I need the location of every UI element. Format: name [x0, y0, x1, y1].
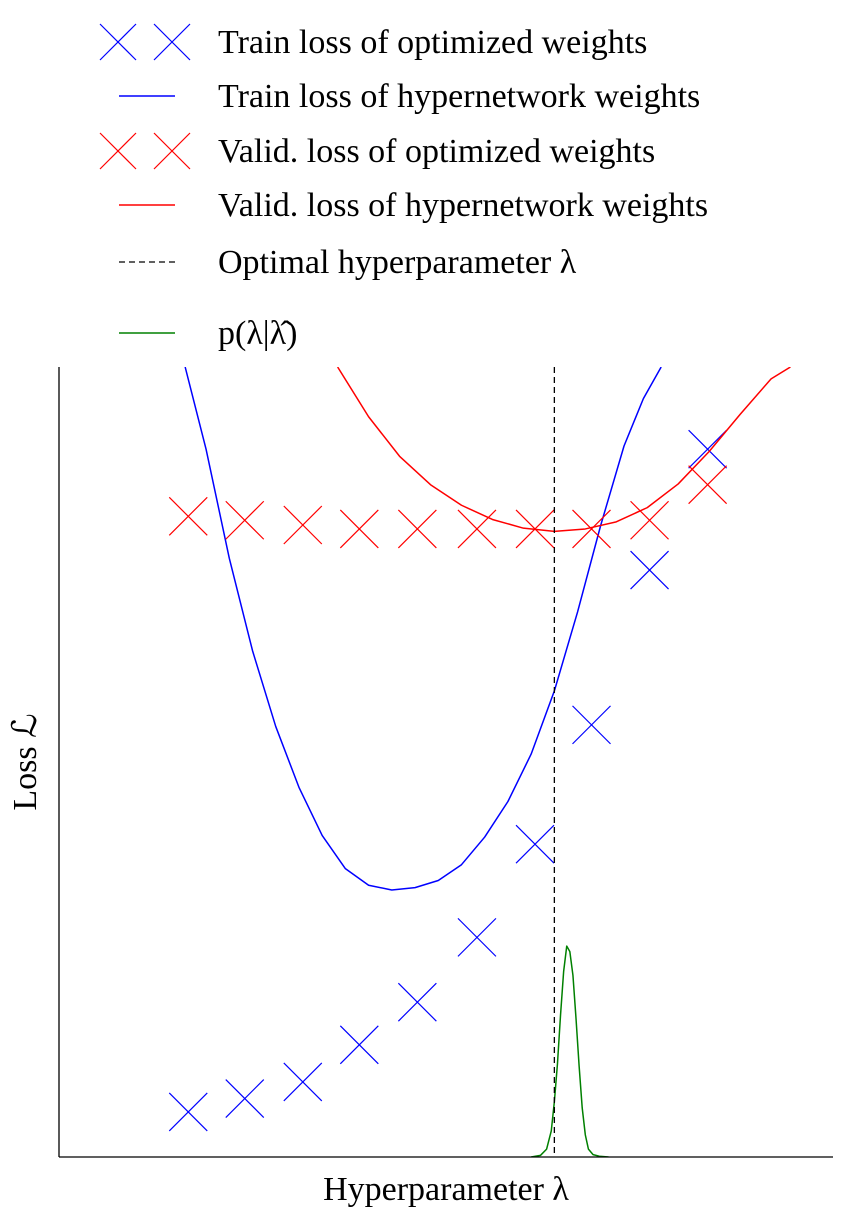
series-0-point-3 — [339, 1025, 379, 1065]
legend-label-1: Train loss of hypernetwork weights — [218, 78, 700, 115]
x-axis-title: Hyperparameter λ — [323, 1171, 569, 1208]
series-2-point-7-stroke-b — [572, 509, 611, 549]
series-2-point-2-stroke-b — [283, 505, 323, 545]
series-0-point-0 — [168, 1092, 208, 1132]
series-2-point-4-stroke-b — [397, 509, 437, 549]
series-0-point-8-stroke-b — [630, 550, 669, 590]
series-2-point-5 — [457, 509, 497, 549]
legend-label-3: Valid. loss of hypernetwork weights — [218, 187, 708, 224]
legend-item-4: Optimal hyperparameter λ — [119, 244, 577, 281]
legend-marker-2-b-stroke-b — [153, 132, 191, 170]
series-0-point-1-stroke-b — [225, 1079, 265, 1118]
series-0-point-6-stroke-b — [515, 824, 555, 864]
series-0-point-8 — [630, 550, 669, 590]
legend-marker-0-b-stroke-b — [153, 23, 191, 61]
legend-item-3: Valid. loss of hypernetwork weights — [119, 187, 708, 224]
legend-label-0: Train loss of optimized weights — [218, 24, 647, 61]
series-2-point-5-stroke-b — [457, 509, 497, 549]
legend-label-5: p(λ|λ̂) — [218, 315, 297, 352]
legend-item-0: Train loss of optimized weights — [99, 23, 647, 61]
legend-label-2: Valid. loss of optimized weights — [218, 133, 655, 170]
series-0-point-2 — [283, 1062, 323, 1102]
series-0-point-0-stroke-b — [168, 1092, 208, 1132]
series-2-markers — [168, 465, 728, 549]
series-0-point-2-stroke-b — [283, 1062, 323, 1102]
series-2-point-9-stroke-b — [688, 465, 728, 505]
legend-item-2: Valid. loss of optimized weights — [99, 132, 655, 170]
series-0-point-5-stroke-b — [457, 917, 497, 957]
series-0-point-9-stroke-b — [688, 429, 728, 469]
series-0-point-3-stroke-b — [339, 1025, 379, 1065]
series-0-point-9 — [688, 429, 728, 469]
series-0-point-4 — [397, 982, 437, 1022]
series-2-point-1-stroke-b — [225, 500, 265, 540]
series-2-point-7 — [572, 509, 611, 549]
series-2-point-8 — [630, 500, 669, 540]
series-0-point-6 — [515, 824, 555, 864]
series-1-curve — [184, 367, 662, 891]
series-2-point-4 — [397, 509, 437, 549]
series-0-point-4-stroke-b — [397, 982, 437, 1022]
series-2-point-3-stroke-b — [339, 509, 379, 549]
series-layer — [168, 367, 791, 1157]
plot-area — [58, 367, 833, 1158]
series-2-point-2 — [283, 505, 323, 545]
legend-marker-0-a — [99, 23, 137, 61]
legend-marker-0-a-stroke-b — [99, 23, 137, 61]
series-0-point-5 — [457, 917, 497, 957]
series-2-point-1 — [225, 500, 265, 540]
legend-item-1: Train loss of hypernetwork weights — [119, 78, 700, 115]
series-2-point-0 — [168, 496, 208, 536]
series-2-point-3 — [339, 509, 379, 549]
legend-label-4: Optimal hyperparameter λ — [218, 244, 577, 281]
legend-marker-2-a-stroke-b — [99, 132, 137, 170]
legend-item-5: p(λ|λ̂) — [119, 315, 297, 352]
series-2-point-8-stroke-b — [630, 500, 669, 540]
series-0-point-7-stroke-b — [572, 705, 611, 745]
legend-marker-2-a — [99, 132, 137, 170]
series-0-point-7 — [572, 705, 611, 745]
series-3-curve — [337, 367, 791, 533]
y-axis-title: Loss ℒ — [7, 713, 44, 810]
legend: Train loss of optimized weights Train los… — [99, 23, 708, 352]
series-4-curve — [531, 945, 609, 1157]
legend-marker-2-b — [153, 132, 191, 170]
legend-marker-0-b — [153, 23, 191, 61]
series-0-markers — [168, 429, 728, 1132]
series-0-point-1 — [225, 1079, 265, 1118]
series-2-point-9 — [688, 465, 728, 505]
series-2-point-0-stroke-b — [168, 496, 208, 536]
